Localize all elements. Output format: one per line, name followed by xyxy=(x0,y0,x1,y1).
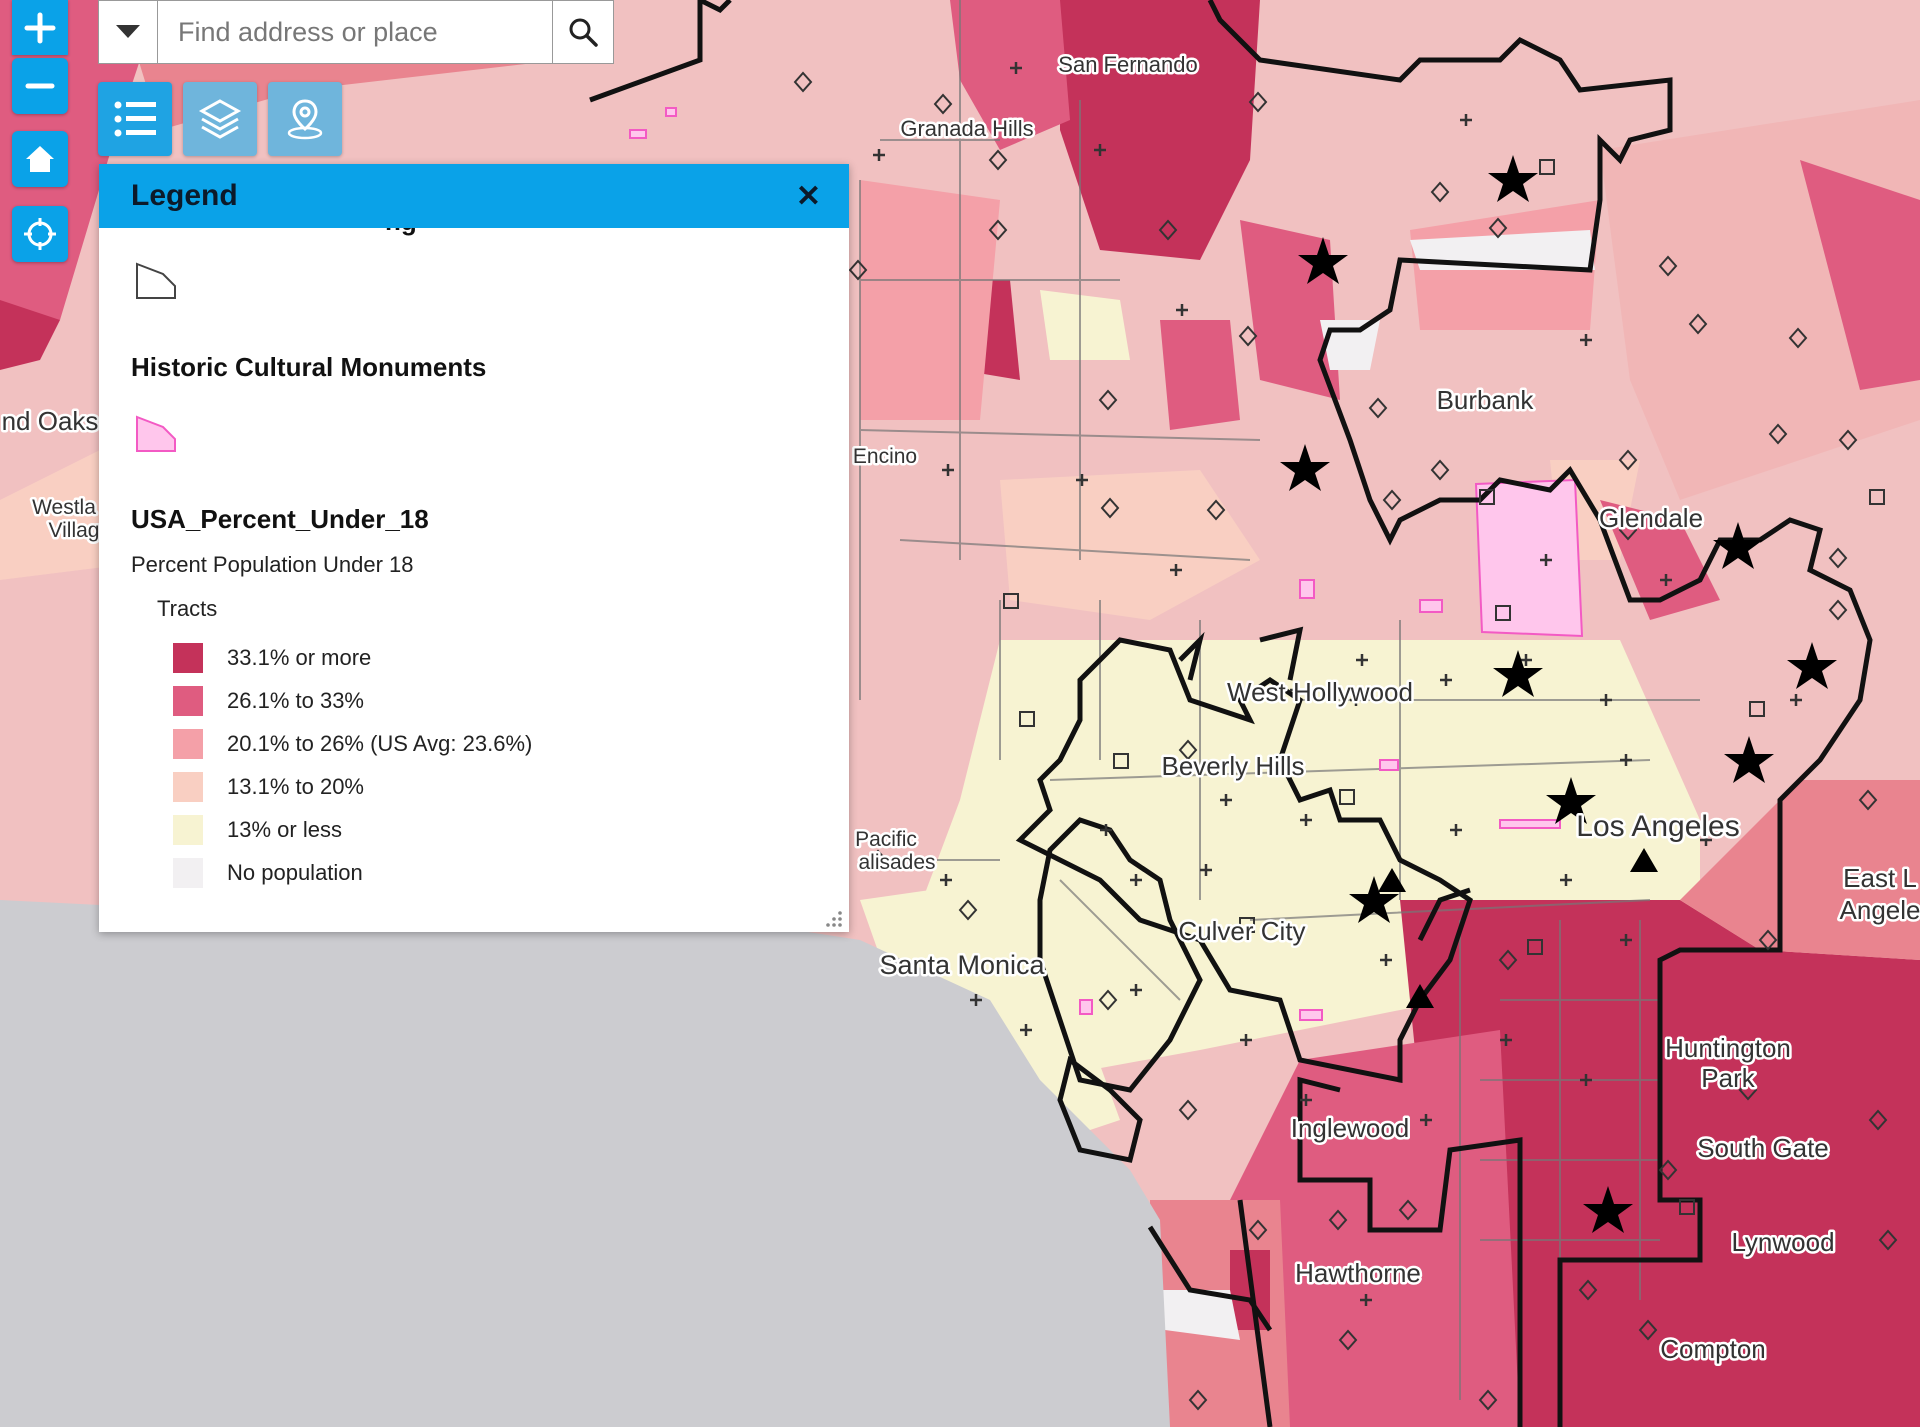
city-label: West Hollywood xyxy=(1227,677,1413,707)
legend-class-label: 20.1% to 26% (US Avg: 23.6%) xyxy=(227,731,533,756)
legend-subtitle: Percent Population Under 18 xyxy=(131,552,414,577)
city-label: Culver City xyxy=(1178,916,1305,946)
home-icon xyxy=(26,146,54,172)
city-labels: San Fernando Granada Hills Burbank Encino Gl… xyxy=(0,50,1920,1367)
basemap-toggle-button[interactable] xyxy=(268,82,342,156)
minus-icon xyxy=(25,83,55,89)
boundary-symbol-icon xyxy=(136,262,176,299)
zoom-in-button[interactable] xyxy=(12,0,68,55)
legend-swatch xyxy=(173,643,203,673)
legend-swatch xyxy=(173,686,203,716)
legend-class-row: 33.1% or more xyxy=(173,641,371,675)
city-label: Inglewood xyxy=(1291,1113,1410,1143)
city-label: East L xyxy=(1843,863,1917,893)
legend-toggle-button[interactable] xyxy=(98,82,172,156)
layers-toggle-button[interactable] xyxy=(183,82,257,156)
highlight-points xyxy=(1280,155,1837,1233)
legend-class-label: No population xyxy=(227,860,363,885)
legend-class-label: 13.1% to 20% xyxy=(227,774,364,799)
legend-group-label: Tracts xyxy=(157,596,218,621)
legend-class-label: 13% or less xyxy=(227,817,342,842)
legend-swatch xyxy=(173,858,203,888)
city-label: South Gate xyxy=(1697,1133,1829,1163)
monument-symbol-icon xyxy=(136,415,176,452)
city-label: Pacific xyxy=(855,828,917,851)
legend-class-row: 13% or less xyxy=(173,813,342,847)
city-label: Encino xyxy=(853,445,917,468)
legend-class-row: 13.1% to 20% xyxy=(173,770,364,804)
city-label: Park xyxy=(1701,1063,1755,1093)
locate-button[interactable] xyxy=(12,206,68,262)
search-icon xyxy=(569,18,598,47)
city-label: Hawthorne xyxy=(1295,1258,1421,1288)
city-label: Villag xyxy=(49,519,100,542)
close-icon[interactable]: ✕ xyxy=(795,179,821,213)
ocean xyxy=(0,900,1170,1427)
search-bar xyxy=(98,0,614,64)
legend-swatch xyxy=(173,815,203,845)
city-label: Angele xyxy=(1840,895,1920,925)
resize-handle-icon[interactable] xyxy=(823,908,843,928)
search-button[interactable] xyxy=(552,1,613,63)
city-label: Los Angeles xyxy=(1576,810,1739,843)
legend-swatch xyxy=(173,729,203,759)
crosshair-icon xyxy=(24,218,56,250)
city-label: Compton xyxy=(1660,1334,1766,1364)
caret-down-icon xyxy=(116,25,141,38)
city-label: San Fernando xyxy=(1058,52,1197,77)
plus-icon xyxy=(24,12,56,43)
legend-header: Legend ✕ xyxy=(99,164,849,228)
legend-class-label: 26.1% to 33% xyxy=(227,688,364,713)
city-label: alisades xyxy=(858,851,935,874)
search-input[interactable] xyxy=(158,1,553,63)
legend-class-row: 26.1% to 33% xyxy=(173,684,364,718)
legend-class-row: No population xyxy=(173,856,363,890)
city-label: Beverly Hills xyxy=(1161,751,1304,781)
city-label: nd Oaks xyxy=(2,406,99,436)
legend-body: ng Historic Cultural Monuments USA_Perce… xyxy=(99,228,849,932)
tract-lines xyxy=(859,0,1700,1400)
city-label: Glendale xyxy=(1599,503,1703,533)
city-label: Lynwood xyxy=(1731,1227,1834,1257)
home-button[interactable] xyxy=(12,131,68,187)
city-boundaries xyxy=(589,0,1873,1427)
search-source-dropdown[interactable] xyxy=(99,1,159,63)
city-label: Burbank xyxy=(1437,385,1535,415)
city-label: Westla xyxy=(32,496,96,519)
legend-layer-monuments: Historic Cultural Monuments xyxy=(131,352,487,382)
legend-class-row: 20.1% to 26% (US Avg: 23.6%) xyxy=(173,727,532,761)
legend-panel: Legend ✕ ng Historic Cultural Monuments … xyxy=(99,164,849,932)
list-icon xyxy=(114,101,156,137)
point-features xyxy=(793,62,1898,1411)
legend-class-label: 33.1% or more xyxy=(227,645,372,670)
zoom-out-button[interactable] xyxy=(12,58,68,114)
city-label: Santa Monica xyxy=(879,950,1045,980)
map-pin-icon xyxy=(287,99,323,140)
city-label: Huntington xyxy=(1665,1033,1791,1063)
monument-polygons xyxy=(629,107,1561,1021)
layers-icon xyxy=(198,99,242,139)
city-label: Granada Hills xyxy=(900,116,1033,141)
legend-title: Legend xyxy=(131,179,238,212)
legend-layer-under18: USA_Percent_Under_18 xyxy=(131,504,429,534)
legend-swatch xyxy=(173,772,203,802)
legend-cut-text: ng xyxy=(385,228,417,237)
